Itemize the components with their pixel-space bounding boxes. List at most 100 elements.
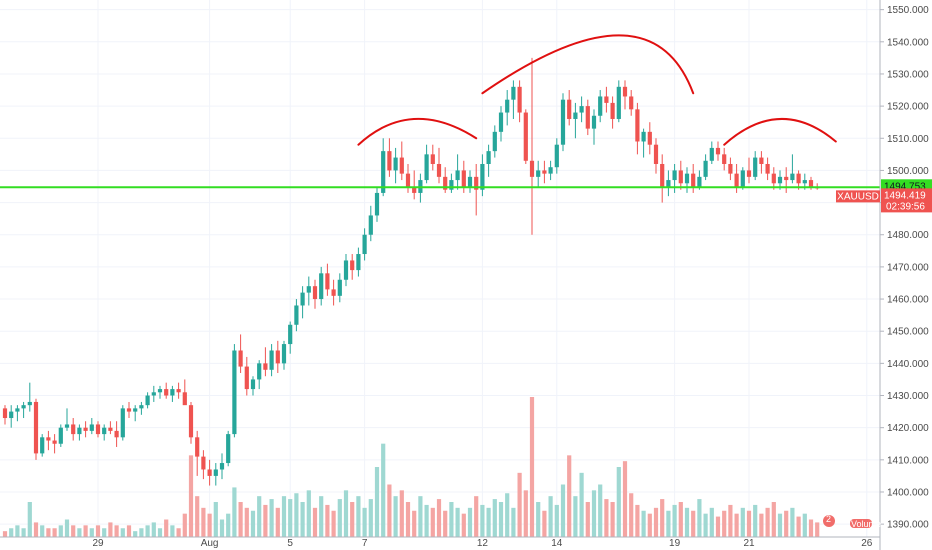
candle — [250, 376, 256, 396]
candle — [455, 154, 460, 190]
candle — [505, 90, 510, 126]
volume-bar — [740, 507, 745, 537]
arc-annotation[interactable] — [357, 117, 478, 146]
candle-body — [616, 86, 621, 119]
price-axis[interactable]: 1390.000 1400.000 1410.000 1420.000 1430.000… — [879, 0, 929, 550]
candle-body — [610, 102, 615, 119]
candle-body — [381, 151, 386, 193]
candle-body — [715, 147, 721, 155]
volume-bar — [610, 502, 615, 537]
volume-bar — [697, 499, 702, 537]
candle-body — [46, 437, 51, 441]
volume-bars — [2, 397, 820, 537]
candle-body — [703, 160, 708, 177]
candle — [759, 151, 764, 174]
candle — [27, 382, 32, 412]
volume-bar — [802, 513, 807, 537]
candle-body — [226, 434, 231, 464]
candle — [771, 167, 776, 190]
candle-body — [362, 234, 367, 255]
volume-bar — [498, 502, 504, 537]
volume-bar — [281, 496, 287, 537]
candle — [151, 385, 156, 402]
candle-body — [505, 99, 510, 113]
candle-body — [622, 86, 628, 97]
candle-body — [629, 96, 634, 110]
candle — [9, 405, 14, 428]
volume-legend[interactable]: Volume — [850, 519, 881, 529]
candle — [604, 86, 609, 113]
volume-bar — [753, 504, 758, 537]
candle — [319, 266, 324, 306]
candle — [635, 102, 640, 155]
candle-body — [771, 173, 776, 184]
volume-bar — [157, 528, 163, 537]
volume-bar — [387, 484, 392, 537]
volume-bar — [436, 499, 442, 537]
time-axis[interactable]: 29 Aug 5 7 12 14 19 21 26 — [0, 536, 880, 549]
volume-bar — [108, 522, 113, 537]
candle — [610, 96, 615, 129]
countdown-text: 02:39:56 — [886, 201, 925, 212]
volume-bar — [629, 493, 634, 537]
candle — [95, 421, 101, 438]
candle-body — [182, 392, 187, 406]
arc-annotation[interactable] — [723, 117, 837, 146]
candle-body — [120, 408, 125, 438]
candle — [52, 434, 57, 454]
candle — [300, 286, 305, 319]
arc-annotation[interactable] — [481, 34, 695, 95]
volume-bar — [368, 499, 373, 537]
candle — [765, 157, 770, 181]
candle-body — [697, 176, 702, 187]
volume-bar — [95, 525, 101, 537]
volume-bar — [734, 513, 739, 537]
candle-body — [244, 366, 249, 390]
candle — [492, 125, 497, 158]
volume-bar — [350, 502, 355, 537]
candle-body — [542, 170, 547, 174]
candle — [480, 154, 485, 197]
volume-bar — [529, 397, 535, 537]
volume-bar — [641, 510, 646, 537]
volume-bar — [312, 507, 318, 537]
volume-bar — [21, 528, 26, 537]
volume-bar — [89, 528, 94, 537]
volume-bar — [691, 510, 696, 537]
candle — [164, 382, 169, 399]
y-tick-label: 1390.000 — [887, 520, 929, 531]
volume-bar — [27, 502, 32, 537]
volume-bar — [71, 525, 76, 537]
candle — [703, 154, 708, 181]
volume-bar — [647, 513, 652, 537]
volume-bar — [424, 504, 429, 537]
volume-bar — [145, 525, 150, 537]
volume-bar — [722, 510, 727, 537]
volume-legend-box — [850, 519, 872, 528]
candle — [573, 102, 578, 139]
candle-body — [151, 392, 156, 396]
candle — [647, 122, 652, 155]
candle — [325, 263, 330, 296]
candle — [548, 160, 553, 181]
drawn-annotations[interactable] — [357, 34, 837, 146]
volume-bar — [331, 510, 336, 537]
volume-bar — [461, 513, 466, 537]
candle-body — [455, 170, 460, 181]
candle-body — [498, 112, 504, 132]
candle — [58, 424, 63, 447]
candle-body — [139, 405, 144, 409]
volume-bar — [554, 504, 559, 537]
candle-body — [709, 147, 714, 161]
chart-overlay: 2 Volume — [823, 514, 881, 529]
candle — [219, 453, 225, 480]
candle-body — [102, 427, 107, 435]
y-tick-label: 1400.000 — [887, 487, 929, 498]
volume-bar — [455, 507, 460, 537]
y-tick-label: 1540.000 — [887, 37, 929, 48]
volume-bar — [598, 484, 603, 537]
candle-body — [461, 170, 466, 187]
volume-badge[interactable]: 2 — [823, 514, 835, 527]
last-price-text: 1494.419 — [884, 190, 926, 201]
